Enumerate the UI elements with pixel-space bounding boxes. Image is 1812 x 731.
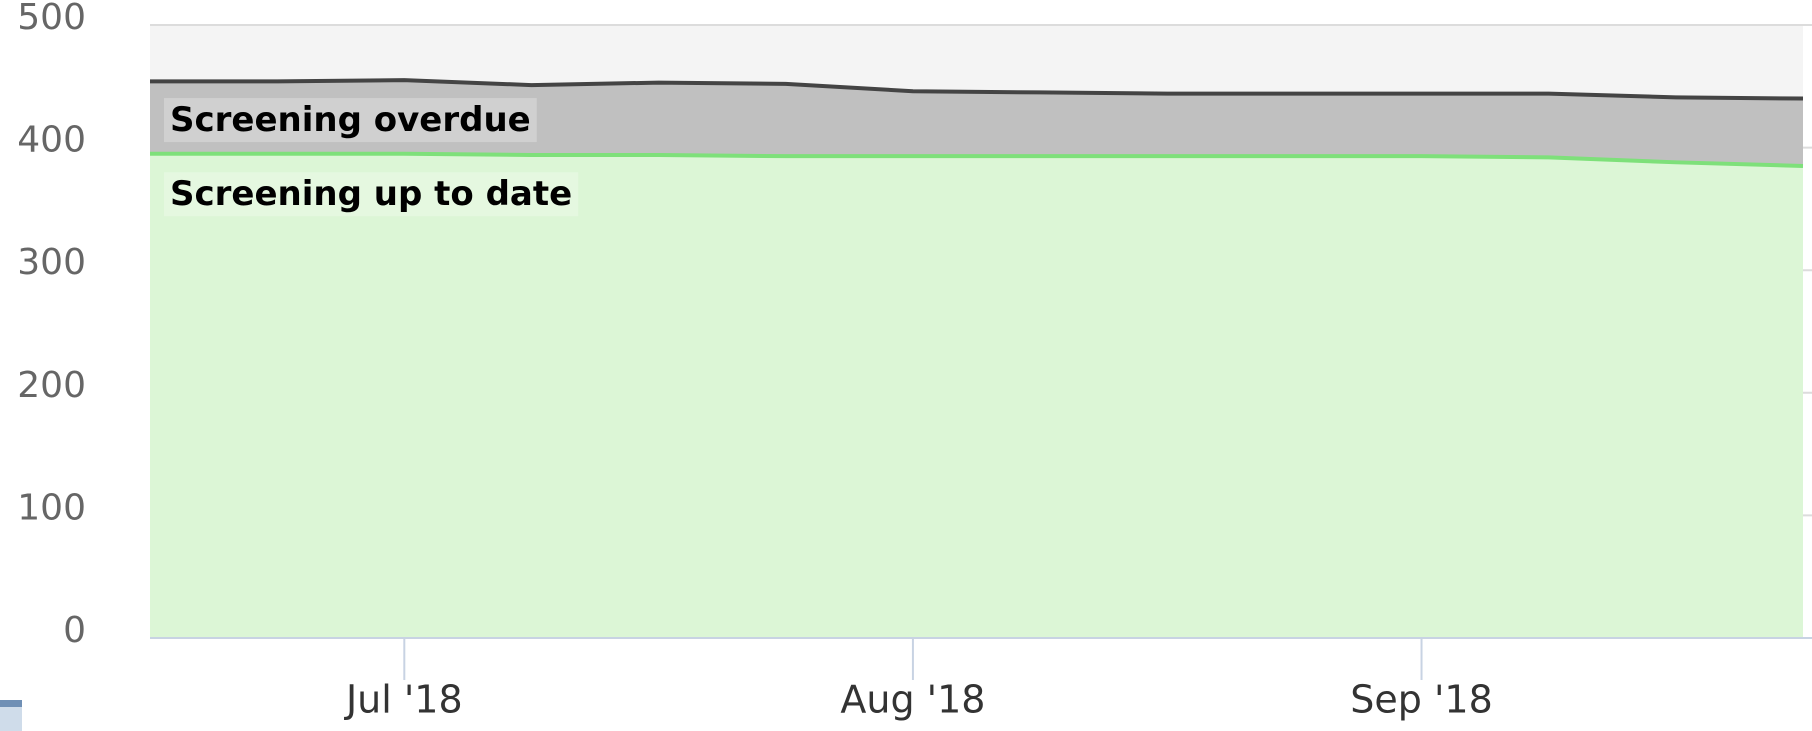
y-tick-label: 100	[17, 487, 86, 528]
calendar-icon	[0, 700, 22, 731]
series-label: Screening up to date	[170, 174, 572, 214]
y-tick-label: 200	[17, 365, 86, 406]
y-tick-label: 0	[63, 610, 86, 651]
area	[150, 80, 1803, 166]
series-line	[150, 78, 1804, 101]
y-tick-label: 300	[17, 242, 86, 283]
y-tick-label: 400	[17, 120, 86, 161]
area	[150, 153, 1803, 639]
x-tick-label: Sep '18	[1350, 678, 1493, 722]
x-tick-label: Aug '18	[840, 678, 985, 722]
series-label-background	[164, 98, 537, 143]
x-tick-label: Jul '18	[344, 678, 463, 722]
series-line	[150, 151, 1804, 168]
series-label: Screening overdue	[170, 100, 531, 140]
y-tick-label: 500	[17, 0, 86, 38]
series-label-background	[164, 172, 579, 217]
